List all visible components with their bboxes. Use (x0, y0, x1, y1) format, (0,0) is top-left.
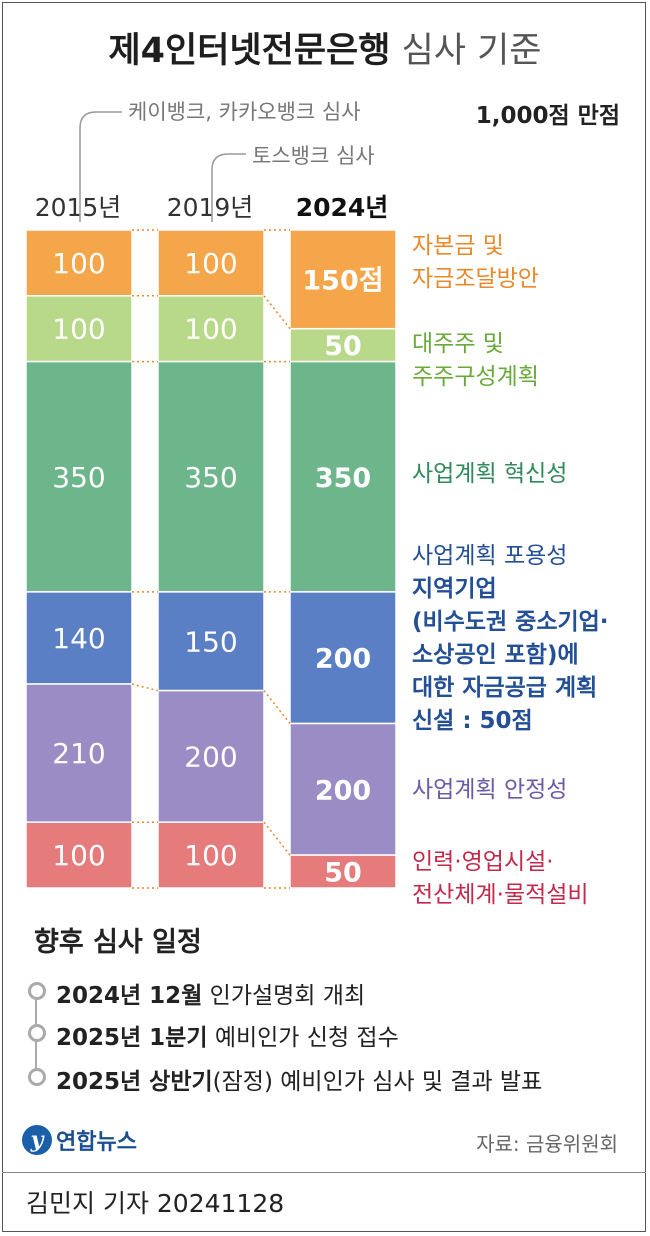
year-label-2019: 2019년 (166, 193, 254, 222)
connector-line (263, 821, 291, 856)
bar-value-label: 50 (324, 331, 362, 362)
category-label-line: 인력·영업시설· (412, 849, 554, 875)
bar-segment (157, 229, 265, 297)
bar-segment (25, 229, 133, 297)
bar-value-label: 200 (315, 644, 371, 675)
bar-value-label: 200 (184, 740, 237, 773)
bar-segment (25, 683, 133, 823)
bar-value-label: 100 (184, 313, 237, 346)
schedule-item: 2025년 1분기 예비인가 신청 접수 (56, 1025, 399, 1051)
bar-segment (289, 360, 397, 593)
category-note-line: 소상공인 포함)에 (412, 642, 579, 668)
bar-segment (289, 591, 397, 725)
bar-segment (157, 821, 265, 889)
category-note-line: 지역기업 (412, 576, 497, 602)
chart-title: 제4인터넷전문은행 심사 기준 (108, 31, 542, 71)
category-label-line: 자금조달방안 (412, 266, 539, 292)
timeline-dot (28, 1024, 46, 1042)
divider (2, 1172, 646, 1173)
connector-line (131, 683, 159, 692)
category-label-line: 사업계획 포용성 (412, 543, 568, 569)
bar-value-label: 350 (52, 461, 105, 494)
category-note-line: (비수도권 중소기업· (412, 609, 609, 635)
bar-value-label: 210 (52, 737, 105, 770)
bar-value-label: 100 (184, 839, 237, 872)
category-label-line: 전산체계·물적설비 (412, 882, 589, 908)
category-label-line: 자본금 및 (412, 233, 504, 259)
connector-line (263, 690, 291, 724)
note-toss: 토스뱅크 심사 (252, 144, 375, 168)
bar-value-label: 100 (52, 247, 105, 280)
bar-value-label: 100 (52, 839, 105, 872)
bar-segment (25, 821, 133, 889)
connector-line (263, 295, 291, 330)
timeline-dot (28, 982, 46, 1000)
source: 자료: 금융위원회 (476, 1132, 618, 1156)
bar-value-label: 100 (52, 313, 105, 346)
bar-value-label: 140 (52, 622, 105, 655)
bar-value-label: 350 (315, 463, 371, 494)
category-label-line: 사업계획 안정성 (412, 777, 568, 803)
category-label-line: 사업계획 혁신성 (412, 461, 568, 487)
schedule-item: 2025년 상반기(잠정) 예비인가 심사 및 결과 발표 (56, 1069, 543, 1095)
bar-segment (157, 360, 265, 593)
bar-value-label: 150점 (302, 265, 383, 296)
bar-value-label: 50 (324, 858, 362, 889)
bar-segment (157, 591, 265, 692)
bar-segment (289, 722, 397, 856)
logo-mark-icon: y (22, 1125, 52, 1155)
category-note-line: 신설 : 50점 (412, 708, 533, 734)
category-label: 사업계획 안정성 (412, 774, 567, 807)
year-label-2024: 2024년 (295, 193, 389, 222)
timeline-dot (28, 1068, 46, 1086)
category-label: 사업계획 혁신성 (412, 458, 567, 491)
bar-segment (157, 689, 265, 823)
bar-value-label: 200 (315, 775, 371, 806)
category-note-line: 대한 자금공급 계획 (412, 675, 598, 701)
bar-value-label: 350 (184, 461, 237, 494)
bar-value-label: 100 (184, 247, 237, 280)
note-kbank-kakao: 케이뱅크, 카카오뱅크 심사 (128, 100, 361, 124)
category-label-line: 주주구성계획 (412, 364, 539, 390)
schedule-title: 향후 심사 일정 (34, 927, 202, 958)
bar-segment (289, 854, 397, 889)
bar-value-label: 150 (184, 625, 237, 658)
year-label-2015: 2015년 (34, 193, 122, 222)
category-label: 인력·영업시설· 전산체계·물적설비 (412, 846, 589, 912)
category-label-line: 대주주 및 (412, 331, 504, 357)
note-leader-line (79, 111, 122, 222)
note-leader-line (211, 153, 246, 222)
bar-segment (157, 295, 265, 363)
schedule-item: 2024년 12월 인가설명회 개최 (56, 983, 366, 1009)
bar-segment (25, 591, 133, 685)
credit: 김민지 기자 20241128 (26, 1189, 285, 1218)
max-score-label: 1,000점 만점 (475, 103, 620, 129)
yonhap-logo: y 연합뉴스 (22, 1120, 137, 1160)
bar-segment (25, 360, 133, 593)
